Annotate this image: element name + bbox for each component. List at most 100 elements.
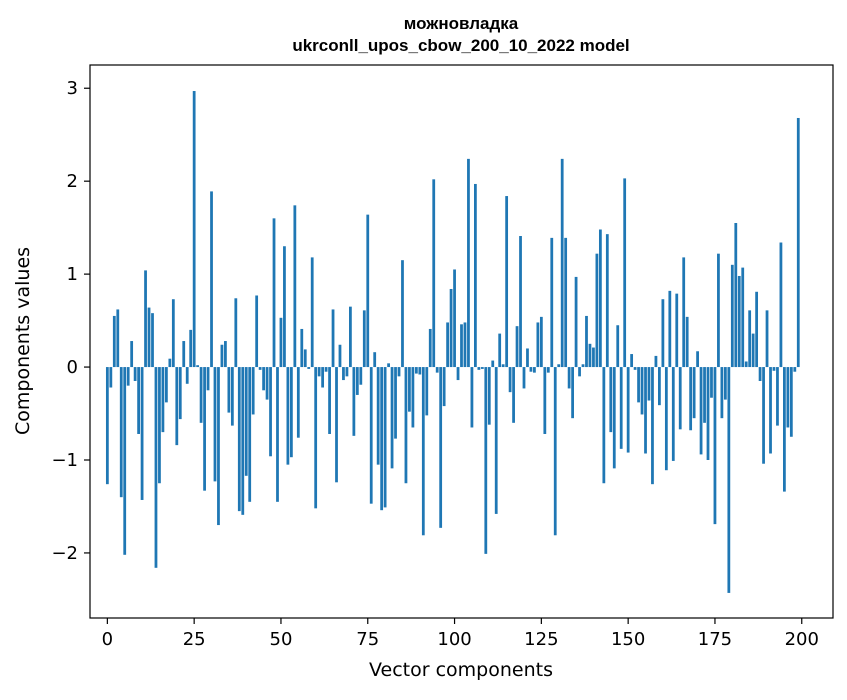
bar-component-90	[418, 367, 422, 375]
bar-component-9	[137, 367, 140, 434]
bar-component-8	[133, 367, 137, 381]
bar-component-66	[335, 367, 338, 483]
bar-component-156	[647, 367, 651, 401]
bar-component-44	[258, 367, 262, 370]
x-tick-label: 200	[785, 629, 819, 650]
bar-component-153	[637, 367, 640, 403]
bar-component-61	[317, 367, 321, 377]
bar-component-63	[324, 367, 328, 372]
bar-component-190	[765, 310, 769, 368]
bar-component-58	[307, 367, 311, 369]
bar-component-95	[435, 367, 439, 373]
bar-component-149	[623, 178, 627, 368]
bar-component-135	[574, 276, 578, 368]
bar-component-114	[501, 364, 505, 368]
bar-component-184	[744, 361, 748, 368]
bar-component-168	[689, 367, 693, 431]
bar-component-167	[685, 316, 689, 368]
bar-component-30	[210, 191, 213, 368]
bar-component-39	[241, 367, 245, 515]
bar-component-194	[779, 242, 783, 368]
y-axis-label: Components values	[12, 247, 34, 435]
bar-component-50	[279, 317, 283, 368]
bar-component-22	[182, 341, 186, 368]
x-tick-label: 150	[611, 629, 645, 650]
bar-component-110	[487, 367, 491, 425]
bar-component-115	[505, 196, 509, 368]
bar-component-131	[560, 158, 564, 368]
bar-component-78	[376, 367, 380, 465]
bar-component-175	[713, 367, 717, 525]
bar-component-129	[553, 367, 557, 536]
bar-component-80	[383, 367, 387, 508]
bar-component-69	[345, 367, 349, 377]
bar-component-71	[352, 367, 356, 436]
bar-component-166	[682, 257, 686, 368]
bar-component-15	[158, 367, 161, 484]
bar-component-52	[286, 367, 290, 465]
bar-component-94	[432, 179, 436, 368]
bar-component-54	[293, 205, 297, 368]
bar-component-132	[564, 237, 568, 368]
bar-component-2	[112, 315, 116, 368]
bar-component-68	[342, 367, 345, 381]
bar-component-87	[408, 367, 411, 412]
bar-component-157	[651, 367, 654, 485]
bar-component-177	[720, 367, 724, 419]
bar-component-174	[710, 367, 713, 398]
bar-component-113	[498, 333, 502, 368]
bar-component-0	[105, 367, 109, 485]
bar-component-176	[717, 253, 720, 368]
bar-component-133	[567, 367, 571, 389]
bar-component-107	[477, 367, 481, 370]
bar-component-125	[539, 316, 543, 368]
bar-component-41	[248, 367, 252, 502]
bar-component-21	[178, 367, 182, 420]
bar-component-73	[359, 367, 363, 385]
bar-component-67	[338, 344, 342, 368]
bar-component-112	[494, 367, 498, 514]
y-tick-label: −1	[51, 450, 78, 471]
bar-component-32	[217, 367, 220, 526]
bar-component-185	[748, 310, 752, 368]
bar-component-186	[751, 333, 755, 368]
bar-component-181	[734, 223, 738, 368]
bar-component-51	[283, 246, 286, 368]
bar-component-162	[668, 290, 672, 368]
bar-component-189	[762, 367, 765, 464]
bar-component-81	[387, 363, 390, 368]
bar-component-122	[529, 367, 533, 372]
bar-component-12	[147, 307, 151, 368]
bar-component-98	[446, 322, 449, 368]
bar-component-102	[460, 324, 463, 368]
bar-component-43	[255, 295, 259, 368]
bar-component-37	[234, 298, 238, 368]
bar-component-55	[296, 367, 300, 438]
bar-component-144	[605, 234, 609, 368]
bar-component-20	[175, 367, 179, 446]
y-tick-label: 0	[67, 357, 78, 378]
bar-component-16	[161, 367, 165, 433]
bar-component-172	[703, 367, 706, 423]
bar-component-1	[109, 367, 113, 388]
bar-component-103	[463, 322, 467, 368]
bars-group	[105, 91, 800, 593]
bar-component-188	[758, 367, 762, 381]
bar-component-138	[585, 315, 588, 368]
y-tick-label: 2	[67, 171, 78, 192]
bar-component-96	[439, 367, 443, 528]
x-tick-label: 25	[183, 629, 206, 650]
bar-component-70	[349, 306, 352, 368]
bar-component-164	[675, 293, 679, 368]
bar-component-121	[526, 348, 529, 368]
bar-component-120	[522, 367, 526, 389]
bar-component-118	[515, 326, 519, 368]
bar-component-17	[164, 367, 168, 403]
bar-component-163	[671, 367, 675, 461]
bar-component-18	[168, 358, 172, 368]
bar-component-36	[230, 367, 234, 426]
bar-component-42	[251, 367, 255, 415]
bar-component-136	[578, 367, 581, 377]
